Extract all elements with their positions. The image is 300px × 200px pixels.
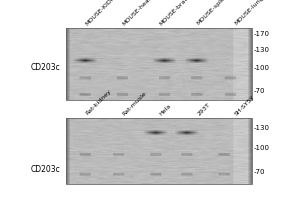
Text: -100: -100: [254, 65, 270, 71]
Text: CD203c: CD203c: [30, 165, 60, 174]
Text: MOUSE-spleen: MOUSE-spleen: [196, 0, 232, 26]
Text: MOUSE-heart: MOUSE-heart: [122, 0, 155, 26]
Text: -170: -170: [254, 31, 270, 37]
Text: -130: -130: [254, 125, 270, 131]
Bar: [66, 118, 252, 184]
Text: Hela: Hela: [159, 103, 172, 116]
Text: -100: -100: [254, 145, 270, 151]
Text: MOUSE-lung: MOUSE-lung: [233, 0, 264, 26]
Text: -130: -130: [254, 47, 270, 53]
Text: SH-SY5Y: SH-SY5Y: [233, 94, 256, 116]
Text: MOUSE-KIDNEY: MOUSE-KIDNEY: [85, 0, 122, 26]
Text: MOUSE-brain: MOUSE-brain: [159, 0, 192, 26]
Text: CD203c: CD203c: [30, 63, 60, 72]
Text: 293T: 293T: [196, 102, 211, 116]
Text: -70: -70: [254, 169, 265, 175]
Text: Rat-musle: Rat-musle: [122, 90, 148, 116]
Text: Rat-kidney: Rat-kidney: [85, 89, 112, 116]
Bar: [66, 28, 252, 100]
Text: -70: -70: [254, 88, 265, 94]
